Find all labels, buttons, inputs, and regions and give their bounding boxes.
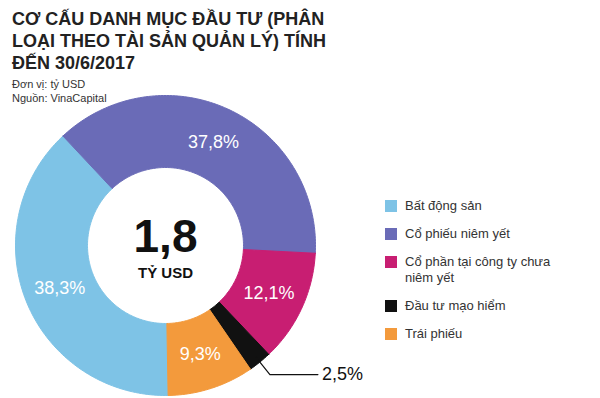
svg-text:37,8%: 37,8% <box>188 132 239 152</box>
html-text:Cổ phần tại công ty chưa niêm: Cổ phần tại công ty chưa niêm yết <box>405 254 551 285</box>
html-text:Bất động sản: Bất động sản <box>405 198 482 213</box>
svg-text:2,5%: 2,5% <box>322 364 363 384</box>
svg-text:TỶ USD: TỶ USD <box>138 264 193 281</box>
html-text:Đơn vị: tỷ USD: Đơn vị: tỷ USD <box>12 78 86 90</box>
svg-text:1,8: 1,8 <box>134 210 198 262</box>
svg-text:12,1%: 12,1% <box>244 283 295 303</box>
svg-text:38,3%: 38,3% <box>34 278 85 298</box>
svg-text:9,3%: 9,3% <box>180 344 221 364</box>
html-text:CƠ CẤU DANH MỤC ĐẦU TƯ (PHÂN L: CƠ CẤU DANH MỤC ĐẦU TƯ (PHÂN LOẠI THEO T… <box>12 9 326 73</box>
html-text:Đầu tư mạo hiểm: Đầu tư mạo hiểm <box>405 298 506 313</box>
html-text:Nguồn: VinaCapital: Nguồn: VinaCapital <box>12 92 107 104</box>
html-text:Cổ phiếu niêm yết: Cổ phiếu niêm yết <box>405 226 510 241</box>
html-text:Trái phiếu: Trái phiếu <box>405 326 463 341</box>
